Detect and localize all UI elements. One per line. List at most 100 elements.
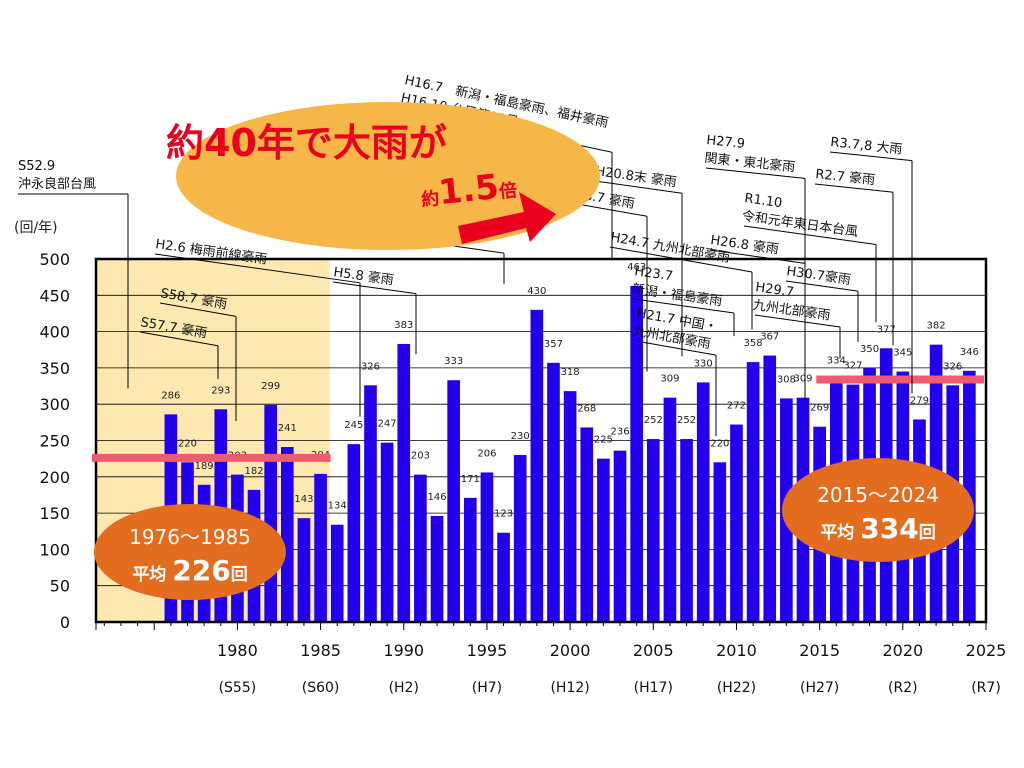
value-label-2013: 308 xyxy=(777,374,796,385)
badge-avg-suffix: 回 xyxy=(231,565,248,585)
bar-2011 xyxy=(746,362,760,622)
x-tick-1980: 1980 xyxy=(217,641,258,660)
annotation-underline xyxy=(743,225,877,246)
y-tick-250: 250 xyxy=(39,432,70,451)
value-label-1998: 430 xyxy=(527,286,546,297)
value-label-2021: 279 xyxy=(910,395,929,406)
badge-avg-value: 226 xyxy=(172,554,230,587)
annotation-text-group: H5.8 豪雨 xyxy=(332,264,394,288)
value-label-2019: 377 xyxy=(877,324,896,335)
value-label-2016: 334 xyxy=(827,356,846,367)
annotation-text-group: S52.9 沖永良部台風 xyxy=(18,159,96,192)
annotation-underline xyxy=(829,151,913,162)
x-era-2000: (H12) xyxy=(550,680,589,696)
value-label-2006: 309 xyxy=(660,374,679,385)
bar-2003 xyxy=(613,450,627,622)
bar-2009 xyxy=(713,462,727,622)
x-era-2010: (H22) xyxy=(717,680,756,696)
annotation-underline xyxy=(633,298,735,314)
badge-average-label: 平均 334回 xyxy=(820,512,935,545)
x-era-2025: (R7) xyxy=(971,680,1001,696)
bar-1986 xyxy=(330,524,344,622)
badge-avg-suffix: 回 xyxy=(919,523,936,543)
headline-text: 約40年で大雨が xyxy=(166,121,447,165)
value-label-2008: 330 xyxy=(694,358,713,369)
x-tick-2025: 2025 xyxy=(966,641,1007,660)
value-label-1997: 230 xyxy=(511,431,530,442)
value-label-1979: 293 xyxy=(211,385,230,396)
annotation-underline xyxy=(814,183,894,193)
value-label-2005: 252 xyxy=(644,415,663,426)
bar-2004 xyxy=(630,285,643,622)
headline-sub-value: 1.5 xyxy=(437,167,501,213)
value-label-1992: 146 xyxy=(427,492,446,503)
x-tick-2005: 2005 xyxy=(633,641,674,660)
value-label-1988: 326 xyxy=(361,361,380,372)
value-label-2024: 346 xyxy=(960,347,979,358)
value-label-2010: 272 xyxy=(727,401,746,412)
value-label-1984: 143 xyxy=(294,494,313,505)
y-tick-300: 300 xyxy=(39,395,70,414)
value-label-2007: 252 xyxy=(677,415,696,426)
annotation-label: R2.7 豪雨 xyxy=(815,166,876,188)
value-label-1993: 333 xyxy=(444,356,463,367)
average-lines xyxy=(92,375,984,462)
annotation-label: S52.9 xyxy=(18,159,55,174)
x-tick-2000: 2000 xyxy=(550,641,591,660)
annotation-label: H23.7 xyxy=(633,264,673,284)
value-label-2014: 309 xyxy=(793,374,812,385)
bar-1984 xyxy=(297,518,311,622)
bar-2000 xyxy=(563,391,577,622)
bar-1989 xyxy=(380,442,394,622)
annotation-text-group: H21.7 中国・九州北部豪雨 xyxy=(632,306,718,352)
bar-2006 xyxy=(663,397,677,622)
plot-frame xyxy=(94,257,988,630)
annotation-label: H30.7豪雨 xyxy=(785,263,851,288)
bar-1982 xyxy=(264,404,277,622)
annotation-underline xyxy=(594,180,683,194)
annotation-label: H27.9 xyxy=(706,133,746,152)
bar-2008 xyxy=(696,382,710,622)
bar-1983 xyxy=(280,447,294,622)
value-label-2009: 220 xyxy=(710,438,729,449)
annotation-label: 令和元年東日本台風 xyxy=(741,208,859,240)
value-label-2001: 268 xyxy=(577,403,596,414)
value-label-2023: 326 xyxy=(943,361,962,372)
x-era-1980: (S55) xyxy=(219,680,257,696)
badge-avg-value: 334 xyxy=(860,512,918,545)
x-tick-2015: 2015 xyxy=(799,641,840,660)
y-tick-500: 500 xyxy=(39,250,70,269)
y-tick-0: 0 xyxy=(60,613,70,632)
bar-2012 xyxy=(763,355,777,622)
y-tick-450: 450 xyxy=(39,286,70,305)
annotation-label: H29.7 xyxy=(754,280,794,300)
value-label-1994: 171 xyxy=(461,474,480,485)
bar-1996 xyxy=(497,532,510,622)
bar-1987 xyxy=(347,444,361,622)
value-label-2000: 318 xyxy=(561,367,580,378)
badge-avg-prefix: 平均 xyxy=(820,522,860,543)
x-era-1985: (S60) xyxy=(302,680,340,696)
badge-range-label: 1976～1985 xyxy=(129,525,251,549)
y-tick-200: 200 xyxy=(39,468,70,487)
annotation-2018: H30.7豪雨 xyxy=(785,263,859,342)
annotation-label: 沖永良部台風 xyxy=(18,176,96,192)
annotation-underline xyxy=(635,340,717,356)
annotation-underline xyxy=(754,314,841,328)
annotation-underline xyxy=(139,331,219,347)
x-era-2020: (R2) xyxy=(888,680,918,696)
value-label-2004: 463 xyxy=(627,262,646,273)
annotation-text-group: H23.7新潟・福島豪雨 xyxy=(631,264,723,309)
bar-1985 xyxy=(314,473,327,622)
y-tick-labels: 0 50 100 150 200 250 300 350 400 450 500 xyxy=(39,250,70,632)
annotation-label: 関東・東北豪雨 xyxy=(704,150,796,175)
value-label-2002: 225 xyxy=(594,435,613,446)
bar-1998 xyxy=(530,309,544,622)
value-label-2015: 269 xyxy=(810,403,829,414)
annotation-text-group: H30.7豪雨 xyxy=(785,263,851,288)
value-label-1996: 123 xyxy=(494,509,513,520)
bar-2007 xyxy=(680,439,693,622)
value-label-1987: 245 xyxy=(344,420,363,431)
increase-arrow-icon xyxy=(458,192,556,244)
